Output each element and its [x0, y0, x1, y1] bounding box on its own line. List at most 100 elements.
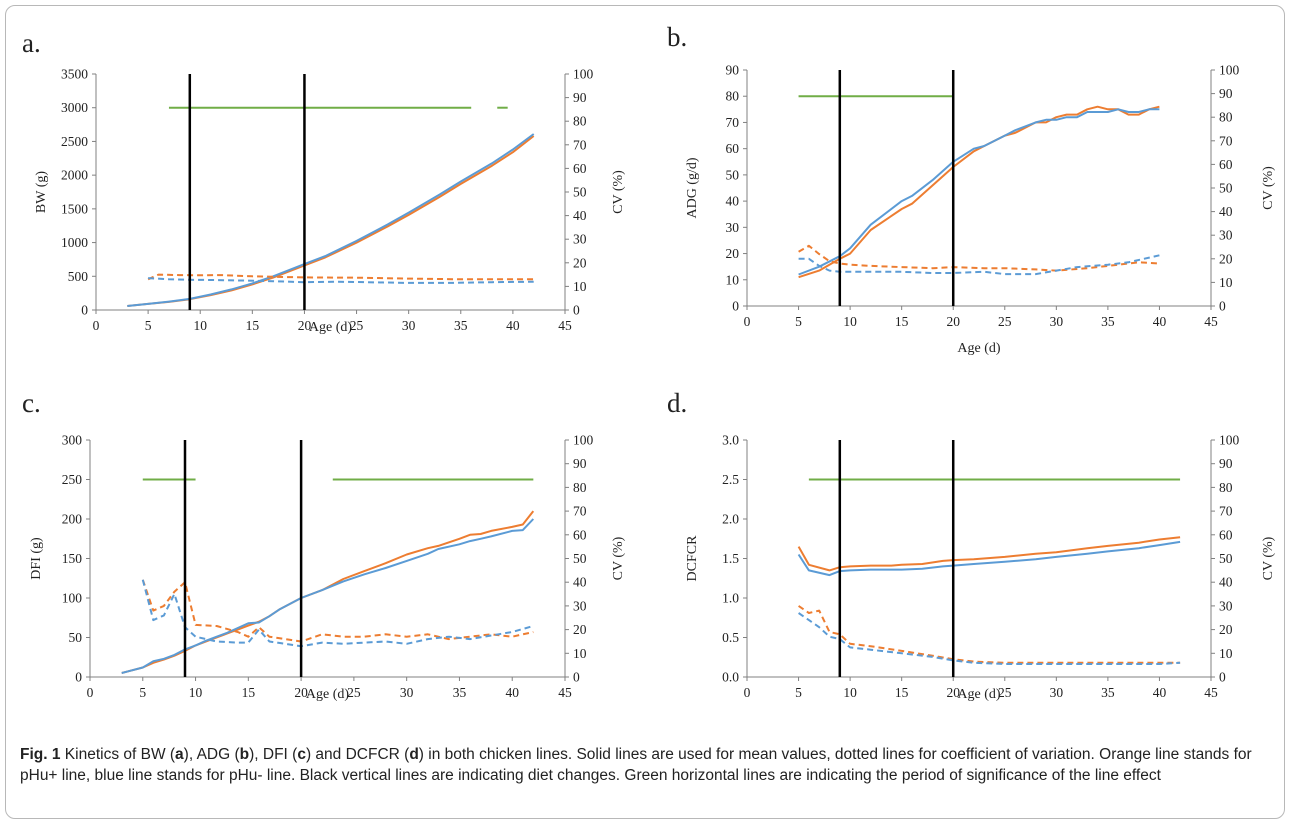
x-tick-label: 5: [145, 318, 152, 333]
charts-canvas: a.05001000150020002500300035000102030405…: [22, 22, 1276, 702]
x-tick-label: 30: [400, 685, 414, 700]
x-tick-label: 25: [350, 318, 364, 333]
y2-tick-label: 70: [1219, 133, 1233, 148]
y2-tick-label: 50: [573, 185, 587, 200]
y2-axis-label: CV (%): [611, 536, 626, 580]
y-axis-label: DFI (g): [29, 537, 44, 580]
x-tick-label: 25: [347, 685, 361, 700]
x-tick-label: 25: [998, 685, 1012, 700]
y-tick-label: 80: [726, 89, 740, 104]
y-tick-label: 2.5: [722, 472, 739, 487]
y-tick-label: 70: [726, 115, 740, 130]
y-tick-label: 100: [62, 591, 83, 606]
x-tick-label: 15: [895, 314, 909, 329]
x-tick-label: 0: [744, 685, 751, 700]
y2-tick-label: 60: [573, 527, 587, 542]
series-orange-mean-line: [797, 536, 1181, 572]
y-tick-label: 0.0: [722, 670, 739, 685]
y-axis-label: ADG (g/d): [685, 157, 700, 218]
y2-tick-label: 10: [1219, 646, 1233, 661]
y-tick-label: 1.5: [722, 551, 739, 566]
y2-tick-label: 10: [1219, 275, 1233, 290]
x-tick-label: 20: [298, 318, 312, 333]
y2-tick-label: 0: [573, 670, 580, 685]
y2-tick-label: 80: [573, 114, 587, 129]
series-blue-mean-line: [127, 133, 535, 307]
panel-label: a.: [22, 28, 41, 58]
series-orange-cv-line: [147, 273, 534, 281]
y2-tick-label: 100: [573, 67, 594, 82]
y2-tick-label: 100: [1219, 63, 1240, 78]
figure-caption: Fig. 1 Kinetics of BW (a), ADG (b), DFI …: [20, 744, 1270, 786]
y2-tick-label: 90: [573, 90, 587, 105]
series-blue-cv-line: [798, 612, 1181, 665]
y2-tick-label: 100: [1219, 433, 1240, 448]
y2-tick-label: 30: [1219, 228, 1233, 243]
x-tick-label: 30: [1050, 314, 1064, 329]
x-tick-label: 5: [795, 314, 802, 329]
y2-tick-label: 20: [573, 255, 587, 270]
y2-tick-label: 60: [1219, 157, 1233, 172]
caption-part: ), DFI (: [249, 746, 298, 763]
caption-part: ) in both chicken lines. Solid lines are…: [20, 746, 1252, 784]
x-tick-label: 45: [558, 318, 572, 333]
y-tick-label: 30: [726, 220, 740, 235]
caption-label: Fig. 1: [20, 746, 61, 763]
x-tick-label: 20: [946, 314, 960, 329]
y2-tick-label: 20: [573, 622, 587, 637]
x-tick-label: 45: [1204, 314, 1218, 329]
y-tick-label: 90: [726, 63, 740, 78]
y-tick-label: 0.5: [722, 630, 739, 645]
x-tick-label: 10: [189, 685, 203, 700]
y2-tick-label: 30: [573, 598, 587, 613]
x-tick-label: 15: [242, 685, 256, 700]
y2-axis-label: CV (%): [1261, 166, 1276, 210]
x-tick-label: 20: [294, 685, 308, 700]
y2-tick-label: 40: [573, 208, 587, 223]
y2-tick-label: 70: [1219, 504, 1233, 519]
y-tick-label: 1500: [61, 201, 88, 216]
caption-text: Kinetics of BW (a), ADG (b), DFI (c) and…: [20, 746, 1252, 784]
chart-panel-0: a.05001000150020002500300035000102030405…: [22, 28, 626, 335]
panel-label: b.: [667, 22, 687, 52]
x-tick-label: 30: [402, 318, 416, 333]
x-axis-label: Age (d): [309, 320, 352, 335]
series-blue-cv-line: [148, 277, 534, 284]
y-tick-label: 300: [62, 433, 83, 448]
x-tick-label: 10: [843, 314, 857, 329]
x-tick-label: 0: [744, 314, 751, 329]
x-axis-label: Age (d): [957, 341, 1000, 356]
y2-tick-label: 60: [573, 161, 587, 176]
series-blue-mean-line: [797, 540, 1181, 577]
y2-tick-label: 80: [1219, 480, 1233, 495]
series-orange-cv-line: [798, 605, 1181, 664]
y-tick-label: 250: [62, 472, 83, 487]
y2-tick-label: 60: [1219, 527, 1233, 542]
y2-axis-label: CV (%): [1261, 536, 1276, 580]
x-tick-label: 10: [193, 318, 207, 333]
y-axis-label: BW (g): [34, 171, 49, 213]
y-tick-label: 150: [62, 551, 83, 566]
x-tick-label: 5: [139, 685, 146, 700]
caption-part: Kinetics of BW (: [60, 746, 176, 763]
x-tick-label: 35: [454, 318, 468, 333]
caption-part: ) and DCFCR (: [305, 746, 410, 763]
y2-tick-label: 20: [1219, 622, 1233, 637]
y-tick-label: 500: [68, 269, 89, 284]
y-tick-label: 0: [81, 303, 88, 318]
y2-tick-label: 10: [573, 279, 587, 294]
y2-axis-label: CV (%): [611, 170, 626, 214]
y2-tick-label: 50: [1219, 551, 1233, 566]
x-tick-label: 40: [1153, 314, 1167, 329]
figure-frame: [5, 5, 1285, 819]
y-tick-label: 2.0: [722, 512, 739, 527]
y2-tick-label: 0: [573, 303, 580, 318]
y2-tick-label: 30: [573, 232, 587, 247]
y-tick-label: 0: [75, 670, 82, 685]
y-tick-label: 1000: [61, 235, 88, 250]
y-tick-label: 0: [732, 299, 739, 314]
y2-tick-label: 0: [1219, 670, 1226, 685]
series-blue-mean-line: [121, 518, 535, 674]
y-tick-label: 40: [726, 194, 740, 209]
panel-label: d.: [667, 388, 687, 418]
